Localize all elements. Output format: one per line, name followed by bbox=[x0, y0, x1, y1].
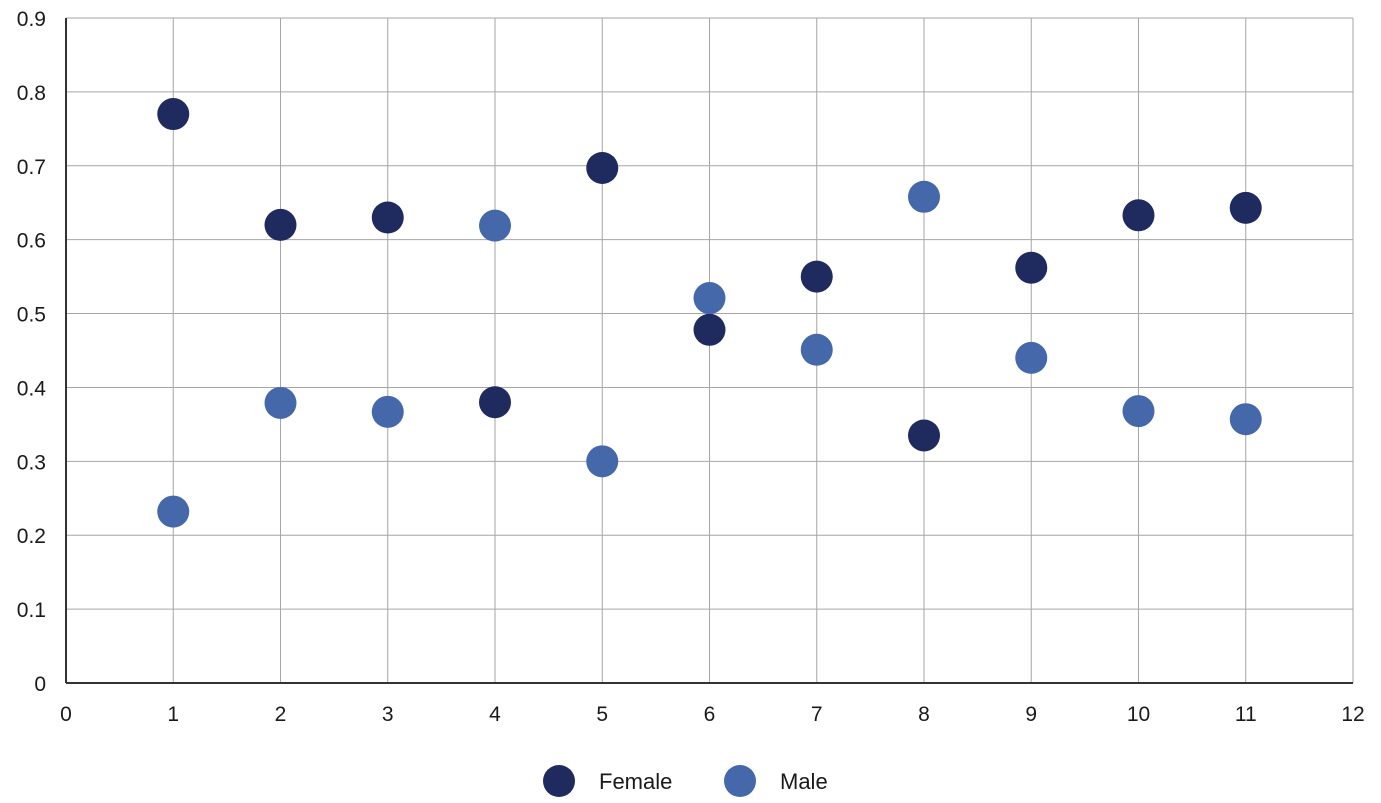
female-point bbox=[908, 419, 940, 452]
x-tick-label: 0 bbox=[60, 703, 72, 726]
legend-label-male: Male bbox=[780, 769, 828, 794]
x-tick-label: 8 bbox=[918, 703, 930, 726]
legend-marker-male bbox=[724, 765, 756, 797]
x-tick-label: 1 bbox=[167, 703, 179, 726]
x-tick-label: 3 bbox=[382, 703, 394, 726]
y-tick-label: 0.7 bbox=[17, 156, 46, 179]
grid-lines bbox=[66, 17, 1354, 683]
female-point bbox=[800, 260, 833, 293]
y-tick-label: 0.2 bbox=[17, 525, 46, 548]
x-tick-label: 9 bbox=[1025, 703, 1037, 726]
x-tick-label: 5 bbox=[596, 703, 608, 726]
male-point bbox=[157, 495, 190, 528]
female-point bbox=[1229, 191, 1262, 224]
x-tick-label: 12 bbox=[1341, 703, 1364, 726]
legend-marker-female bbox=[543, 765, 575, 797]
female-point bbox=[1122, 199, 1155, 232]
y-tick-label: 0.5 bbox=[17, 304, 46, 327]
male-point bbox=[908, 180, 940, 213]
y-tick-label: 0.9 bbox=[17, 8, 46, 31]
male-point bbox=[1122, 395, 1155, 428]
y-tick-label: 0.3 bbox=[17, 451, 46, 474]
male-point bbox=[264, 386, 297, 419]
male-point bbox=[586, 445, 619, 478]
male-point bbox=[1015, 341, 1048, 374]
female-point bbox=[264, 208, 297, 241]
tick-labels: 0 1 2 3 4 5 6 7 8 9 10 11 1200.10.20.30.40.50.60.70.… bbox=[17, 8, 1365, 726]
x-tick-label: 10 bbox=[1127, 703, 1150, 726]
female-point bbox=[479, 386, 511, 419]
female-point bbox=[693, 313, 726, 346]
axes bbox=[65, 18, 1353, 684]
male-point bbox=[479, 209, 511, 242]
y-tick-label: 0.4 bbox=[17, 377, 47, 400]
data-points bbox=[157, 98, 1262, 528]
male-point bbox=[1229, 403, 1262, 436]
female-point bbox=[157, 98, 190, 131]
female-point bbox=[371, 201, 404, 234]
x-tick-label: 4 bbox=[489, 703, 501, 726]
legend: Female Male bbox=[543, 765, 828, 797]
female-point bbox=[586, 151, 619, 184]
male-point bbox=[371, 395, 404, 428]
x-tick-label: 2 bbox=[275, 703, 287, 726]
y-tick-label: 0.8 bbox=[17, 82, 46, 105]
y-tick-label: 0.1 bbox=[17, 599, 46, 622]
legend-label-female: Female bbox=[599, 769, 672, 794]
male-point bbox=[800, 333, 833, 366]
female-point bbox=[1015, 251, 1048, 284]
male-point bbox=[693, 282, 726, 315]
y-tick-label: 0.6 bbox=[17, 230, 46, 253]
x-tick-label: 11 bbox=[1235, 703, 1257, 726]
x-tick-label: 7 bbox=[811, 703, 823, 726]
y-tick-label: 0 bbox=[34, 673, 46, 696]
x-tick-label: 6 bbox=[704, 703, 716, 726]
